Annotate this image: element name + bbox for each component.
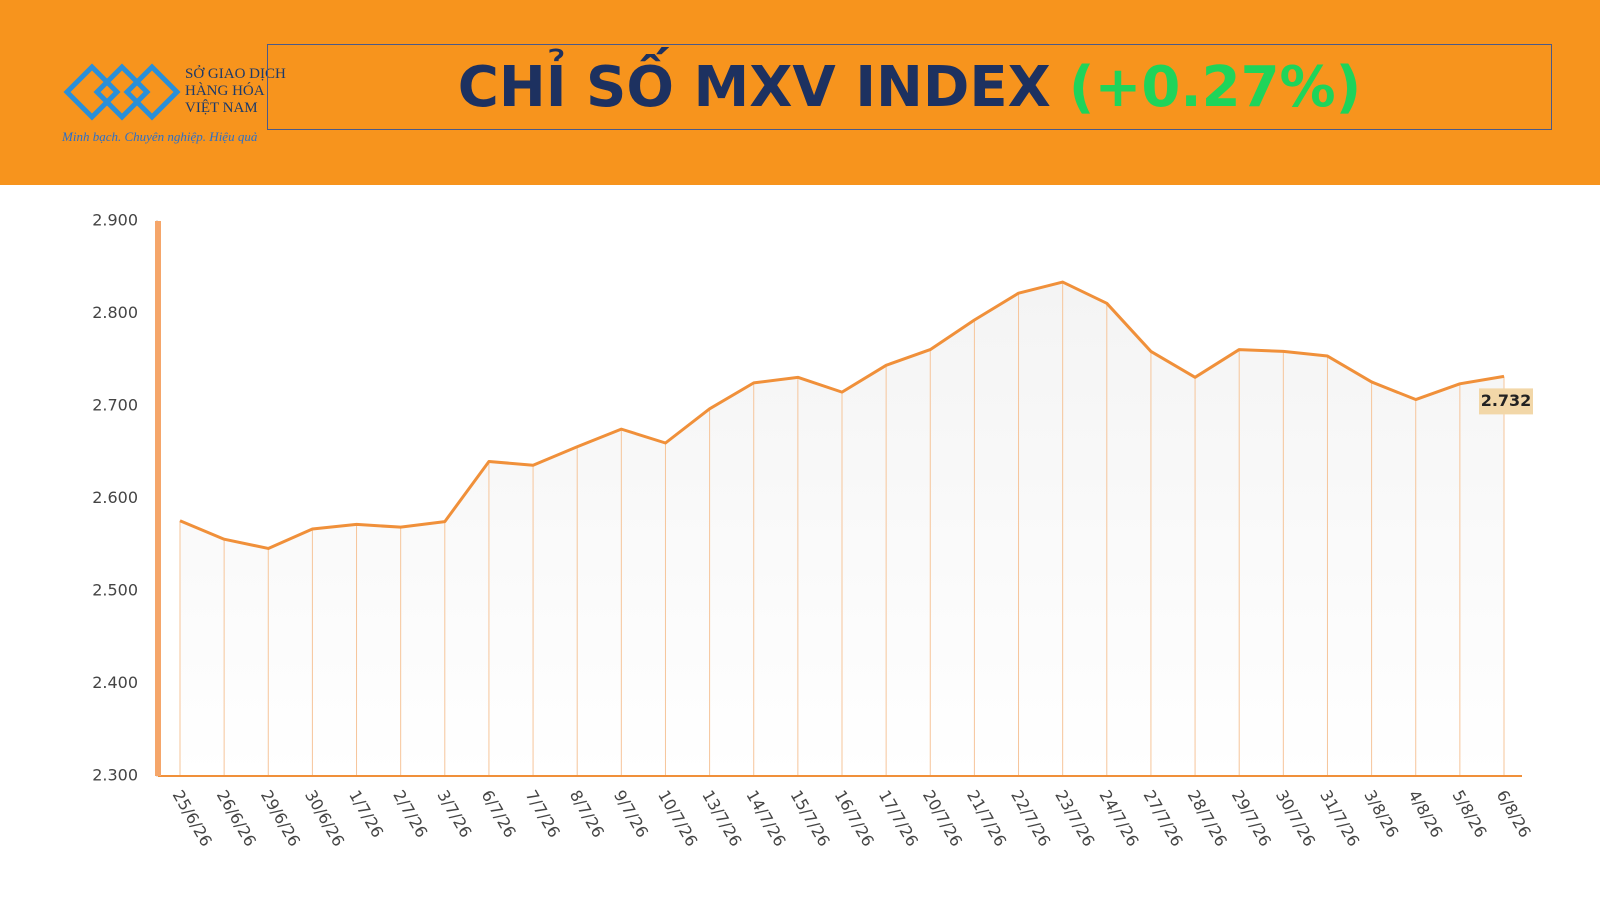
logo-line: VIỆT NAM	[185, 100, 258, 116]
x-tick-label: 8/7/26	[566, 787, 608, 841]
x-tick-label: 7/7/26	[522, 787, 564, 841]
x-tick-label: 3/8/26	[1360, 787, 1402, 841]
chart: 2.300 2.400 2.500 2.600 2.700 2.800 2.900 2.732…	[92, 211, 1535, 850]
x-tick-label: 30/6/26	[301, 787, 348, 850]
value-label: 2.732	[1481, 391, 1532, 410]
x-tick-label: 25/6/26	[169, 787, 216, 850]
x-tick-label: 30/7/26	[1272, 787, 1319, 850]
x-tick-label: 16/7/26	[831, 787, 878, 850]
logo	[63, 63, 181, 121]
x-tick-label: 6/8/26	[1493, 787, 1535, 841]
logo-line: SỞ GIAO DỊCH	[185, 66, 286, 82]
value-label-bg	[1479, 388, 1533, 415]
y-tick-label: 2.900	[92, 211, 138, 230]
x-tick-label: 17/7/26	[875, 787, 922, 850]
x-tick-label: 5/8/26	[1449, 787, 1491, 841]
x-tick-label: 15/7/26	[787, 787, 834, 850]
y-tick-label: 2.500	[92, 581, 138, 600]
change: (+0.27%)	[1068, 54, 1362, 120]
x-tick-label: 9/7/26	[610, 787, 652, 841]
x-tick-label: 27/7/26	[1140, 787, 1187, 850]
x-tick-label: 10/7/26	[654, 787, 701, 850]
x-tick-label: 6/7/26	[478, 787, 520, 841]
tagline: Minh bạch. Chuyên nghiệp. Hiệu quả	[62, 129, 258, 144]
x-tick-label: 22/7/26	[1007, 787, 1054, 850]
x-tick-label: 29/7/26	[1228, 787, 1275, 850]
y-tick-label: 2.300	[92, 766, 138, 785]
x-tick-label: 31/7/26	[1316, 787, 1363, 850]
line	[179, 280, 1505, 550]
x-tick-label: 26/6/26	[213, 787, 260, 850]
x-tick-label: 4/8/26	[1404, 787, 1446, 841]
x-tick-label: 2/7/26	[389, 787, 431, 841]
y-tick-label: 2.800	[92, 303, 138, 322]
logo-line: HÀNG HÓA	[185, 83, 265, 99]
x-tick-label: 29/6/26	[257, 787, 304, 850]
x-tick-label: 28/7/26	[1184, 787, 1231, 850]
x-tick-label: 24/7/26	[1095, 787, 1142, 850]
title-box: CHỈ SỐ MXV INDEX (+0.27%)	[267, 44, 1552, 130]
x-tick-label: 1/7/26	[345, 787, 387, 841]
x-tick-label: 13/7/26	[698, 787, 745, 850]
header: SỞ GIAO DỊCH HÀNG HÓA VIỆT NAM Minh bạch…	[0, 0, 1600, 185]
title: CHỈ SỐ MXV INDEX	[457, 54, 1051, 120]
x-tick-label: 23/7/26	[1051, 787, 1098, 850]
y-tick-label: 2.700	[92, 396, 138, 415]
x-tick-label: 3/7/26	[433, 787, 475, 841]
y-tick-label: 2.600	[92, 488, 138, 507]
x-tick-label: 20/7/26	[919, 787, 966, 850]
x-tick-label: 14/7/26	[742, 787, 789, 850]
logo-text: SỞ GIAO DỊCH HÀNG HÓA VIỆT NAM	[185, 66, 286, 117]
x-tick-label: 21/7/26	[963, 787, 1010, 850]
y-tick-label: 2.400	[92, 673, 138, 692]
